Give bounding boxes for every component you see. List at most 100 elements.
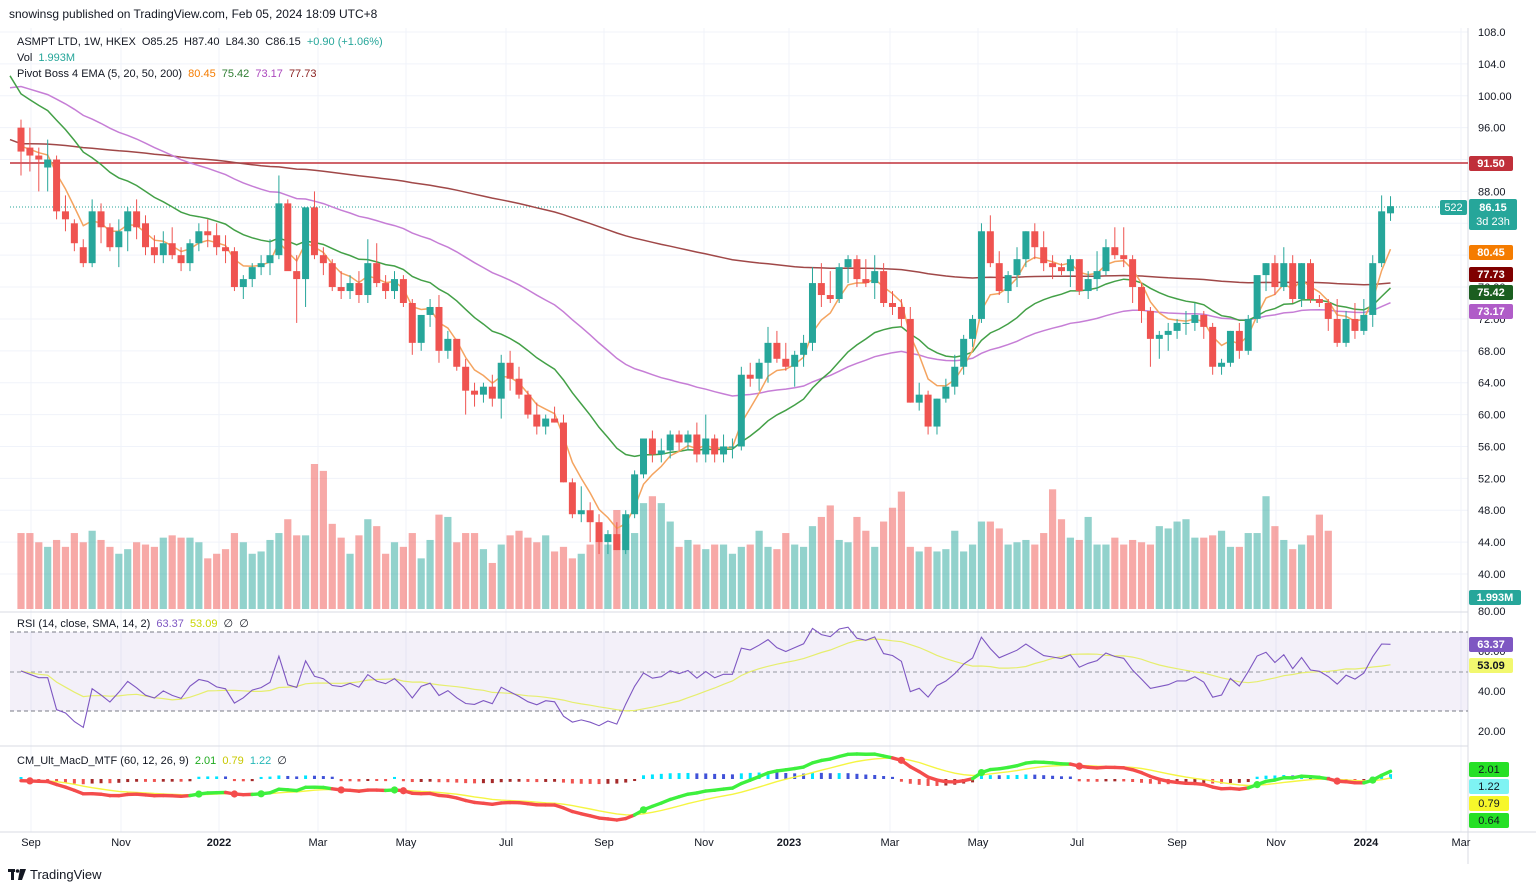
candle	[702, 414, 710, 463]
macd-hist-bar	[935, 779, 939, 786]
volume-bar	[1217, 530, 1226, 609]
macd-hist-bar	[348, 779, 352, 782]
volume-bar	[746, 544, 754, 609]
volume-bar	[453, 542, 461, 609]
candle	[328, 259, 336, 292]
macd-hist-bar	[1059, 776, 1063, 779]
volume-bar	[1084, 516, 1092, 609]
candle	[1280, 247, 1288, 292]
badge-macd4: 0.64	[1469, 813, 1509, 828]
candle	[542, 414, 550, 435]
badge-macd4-text: 0.64	[1478, 815, 1499, 827]
volume-bar	[888, 507, 897, 609]
macd-hist-bar	[713, 773, 717, 779]
candle	[1173, 318, 1181, 339]
legend-volume[interactable]: Vol 1.993M	[17, 51, 78, 65]
volume-bar	[462, 533, 470, 609]
macd-hist-bar	[232, 779, 236, 782]
candle	[1315, 295, 1323, 307]
volume-bar	[1102, 544, 1110, 609]
volume-bar	[346, 553, 354, 609]
macd-hist-bar	[81, 779, 85, 785]
macd-hist-bar	[277, 775, 281, 779]
candle	[453, 338, 461, 371]
candle	[70, 219, 78, 252]
macd-hist-bar	[1024, 774, 1028, 779]
candle	[26, 127, 34, 172]
macd-hist-bar	[864, 774, 868, 779]
candle	[426, 299, 434, 327]
volume-bar	[773, 549, 781, 609]
volume-bar	[550, 551, 559, 609]
candle	[1129, 255, 1137, 303]
grid	[0, 28, 1468, 832]
badge-volume: 1.993M	[1469, 590, 1521, 605]
macd-hist-bar	[1255, 776, 1259, 779]
rsi-ma-line	[20, 638, 1391, 712]
candle	[622, 510, 630, 555]
legend-symbol[interactable]: ASMPT LTD, 1W, HKEX O85.25 H87.40 L84.30…	[17, 35, 386, 49]
badge-resistance-text: 91.50	[1477, 158, 1505, 170]
volume-bar	[1031, 544, 1039, 609]
time-axis[interactable]: Sep Nov 2022 Mar May Jul Sep Nov 2023 Mar May Jul Se…	[21, 837, 1471, 849]
tradingview-logo[interactable]: TradingView	[8, 866, 102, 884]
candle	[1164, 322, 1172, 351]
macd-hist-bar	[882, 776, 886, 779]
volume-bar	[1209, 535, 1217, 609]
macd-hist-bar	[1086, 779, 1090, 782]
volume-bar	[817, 516, 825, 609]
legend-vol-label: Vol	[17, 52, 33, 64]
legend-rsi-label: RSI (14, close, SMA, 14, 2)	[17, 618, 151, 630]
legend-open: O85.25	[141, 36, 178, 48]
candle	[168, 227, 176, 260]
macd-hist-bar	[517, 779, 521, 782]
volume-bar	[1244, 533, 1252, 609]
macd-hist-bar	[766, 772, 770, 779]
price-axis-label: 88.00	[1478, 186, 1506, 198]
candle	[1022, 231, 1030, 268]
volume-bar	[568, 558, 576, 609]
volume-bar	[791, 544, 799, 609]
candle	[568, 478, 576, 519]
time-axis-label: Sep	[21, 837, 41, 849]
time-axis-label: Mar	[1452, 837, 1471, 849]
volume-bar	[266, 539, 274, 609]
macd-hist-bar	[588, 779, 592, 784]
volume-bar	[942, 549, 950, 609]
macd-hist-bar	[170, 779, 174, 782]
macd-hist-bar	[997, 775, 1001, 779]
macd-hist-bar	[19, 777, 23, 779]
volume-bar	[719, 544, 728, 609]
volume-bar	[284, 519, 292, 609]
volume-bar	[835, 539, 843, 609]
volume-bar	[586, 544, 594, 609]
time-axis-label: Nov	[694, 837, 714, 849]
legend-ema[interactable]: Pivot Boss 4 EMA (5, 20, 50, 200) 80.45 …	[17, 67, 319, 81]
badge-rsi-ma-text: 53.09	[1477, 660, 1505, 672]
legend-macd[interactable]: CM_Ult_MacD_MTF (60, 12, 26, 9) 2.01 0.7…	[17, 754, 290, 768]
macd-hist-bar	[401, 779, 405, 782]
candle	[124, 207, 132, 252]
volume-bar	[1066, 537, 1074, 609]
macd-hist-bar	[90, 779, 94, 784]
legend-rsi-lower: ∅	[239, 618, 249, 630]
macd-hist-bar	[410, 779, 414, 783]
legend-rsi[interactable]: RSI (14, close, SMA, 14, 2) 63.37 53.09 …	[17, 617, 252, 631]
macd-hist-bar	[63, 779, 67, 783]
macd-hist-bar	[739, 773, 743, 779]
time-axis-label: 2022	[207, 837, 231, 849]
volume-bar	[1120, 544, 1128, 609]
badge-countdown-num: 522	[1440, 200, 1467, 215]
macd-hist-bar	[366, 779, 370, 782]
macd-hist-bar	[1006, 775, 1010, 779]
candle	[1298, 263, 1306, 307]
macd-hist-bar	[553, 779, 557, 782]
badge-ema5: 80.45	[1469, 245, 1513, 260]
macd-hist-bar	[197, 776, 201, 779]
volume-bar	[1226, 546, 1235, 609]
candle	[142, 215, 150, 256]
volume-bar	[880, 521, 888, 609]
macd-hist-bar	[837, 773, 841, 779]
